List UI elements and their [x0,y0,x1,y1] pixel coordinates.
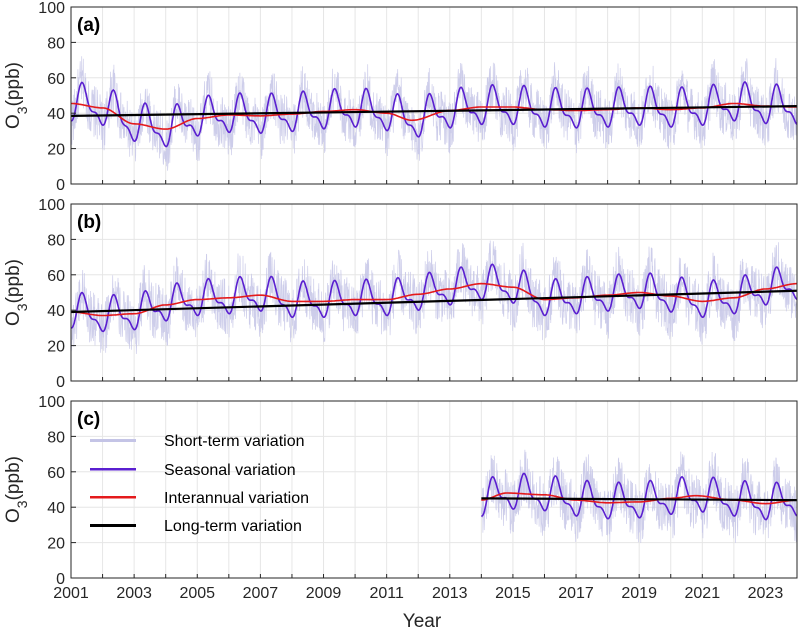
long-term-variation-line [71,105,797,117]
x-tick-label: 2023 [748,585,784,602]
panel-label: (a) [77,15,100,36]
panel-c: 0 20 40 60 80 100 2001 2003 2005 2007 2009 2011 2013… [3,394,798,602]
y-axis-label: O3(ppb) [3,456,30,523]
panel-frame [70,203,798,382]
y-axis-label-base: O [3,311,24,326]
y-tick-label: 100 [38,197,65,214]
y-tick-label: 0 [56,571,65,588]
legend-label-interannual: Interannual variation [164,490,309,507]
y-axis-label-base: O [3,508,24,523]
x-tick-label: 2011 [369,585,404,602]
panel-frame [70,400,798,579]
y-axis-label-unit: (ppb) [3,62,24,106]
legend-label-short-term: Short-term variation [164,433,305,450]
plot-area [480,449,797,544]
x-tick-label: 2007 [243,585,279,602]
x-tick-label: 2021 [685,585,721,602]
y-tick-label: 80 [47,232,65,249]
x-tick-label: 2005 [179,585,215,602]
y-tick-label: 40 [47,303,65,320]
y-tick-label: 60 [47,71,65,88]
y-axis-label-unit: (ppb) [3,259,24,303]
x-tick-label: 2003 [116,585,152,602]
y-tick-label: 20 [47,339,65,356]
y-tick-label: 60 [47,465,65,482]
y-axis-label-subscript: 3 [14,106,30,114]
y-tick-label: 0 [56,374,65,391]
panels-layer: 020406080100(a)O3(ppb)020406080100(b)O3(… [3,0,798,602]
x-tick-label: 2001 [53,585,89,602]
legend-swatch-long-term [90,524,136,527]
y-tick-label: 40 [47,500,65,517]
y-axis-label-base: O [3,114,24,129]
y-axis-label-subscript: 3 [14,500,30,508]
legend-label-seasonal: Seasonal variation [164,462,296,479]
y-axis-label-unit: (ppb) [3,456,24,500]
x-tick-label: 2017 [558,585,594,602]
short-term-variation-line [480,449,797,544]
panel-label: (b) [77,212,101,233]
legend-swatch-seasonal [90,468,136,471]
x-tick-label: 2019 [621,585,657,602]
interannual-variation-line [71,282,797,317]
y-tick-label: 20 [47,536,65,553]
long-term-variation-line [71,289,797,314]
seasonal-variation-line [71,81,797,148]
panel-a: 0 20 40 60 80 100 (a) O3(ppb) [3,0,798,194]
legend-swatch-short-term [90,439,136,442]
plot-area [71,56,797,171]
x-tick-label: 2013 [432,585,468,602]
plot-area [71,240,797,355]
y-axis-label-subscript: 3 [14,303,30,311]
y-tick-label: 60 [47,268,65,285]
y-tick-label: 40 [47,106,65,123]
y-tick-label: 100 [38,394,65,411]
seasonal-variation-line [71,263,797,333]
y-tick-label: 100 [38,0,65,17]
x-tick-label: 2009 [306,585,342,602]
short-term-variation-line [71,240,797,355]
legend-swatch-interannual [90,496,136,499]
y-axis-label: O3(ppb) [3,62,30,129]
interannual-variation-line [71,102,797,130]
panel-label: (c) [77,409,100,430]
legend: Short-term variation Seasonal variation … [90,433,309,535]
panel-frame [70,6,798,185]
long-term-variation-line [481,497,797,502]
y-tick-label: 0 [56,177,65,194]
x-axis-label: Year [403,611,442,632]
y-tick-label: 80 [47,35,65,52]
x-tick-label: 2015 [495,585,531,602]
y-tick-label: 80 [47,429,65,446]
y-tick-label: 20 [47,142,65,159]
panel-b: 0 20 40 60 80 100 (b) O3(ppb) [3,197,798,391]
y-axis-label: O3(ppb) [3,259,30,326]
legend-label-long-term: Long-term variation [164,518,302,535]
interannual-variation-line [481,492,797,505]
